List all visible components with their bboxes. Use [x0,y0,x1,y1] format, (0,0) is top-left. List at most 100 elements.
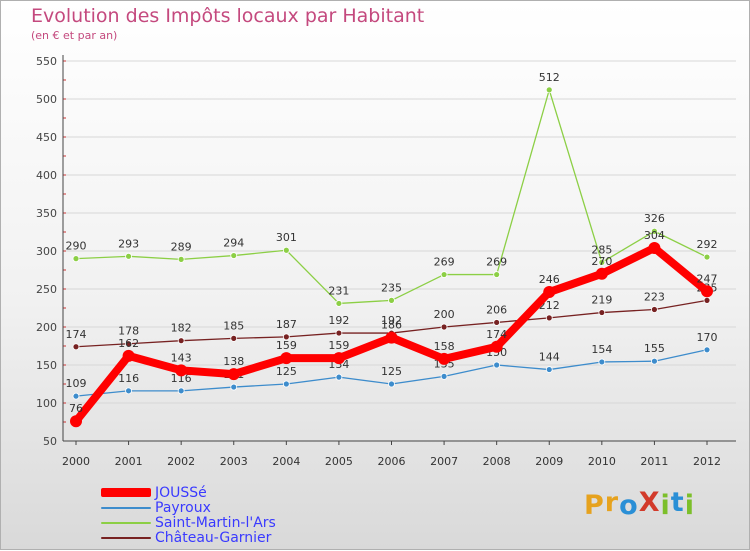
data-label-Saint-Martin-l'Ars-2004: 301 [276,231,297,244]
legend-item: JOUSSé [101,485,276,501]
proxiti-logo: ProXiti [584,487,695,521]
data-label-Saint-Martin-l'Ars-2000: 290 [66,240,87,253]
data-label-Payroux-2002: 116 [171,372,192,385]
data-point-Payroux-2008 [493,361,501,369]
data-label-Château-Garnier-2006: 192 [381,314,402,327]
data-label-Saint-Martin-l'Ars-2009: 512 [539,71,560,84]
legend-swatch [101,536,151,539]
data-point-JOUSSé-2005 [332,352,345,365]
data-label-Payroux-2010: 154 [591,343,612,356]
data-point-Château-Garnier-2009 [545,314,553,322]
y-tick-label-400: 400 [36,169,57,182]
data-point-Château-Garnier-2003 [230,334,238,342]
y-tick-label-150: 150 [36,359,57,372]
data-label-Château-Garnier-2011: 223 [644,291,665,304]
data-point-Payroux-2006 [388,380,395,388]
y-tick-label-450: 450 [36,131,57,144]
data-point-Saint-Martin-l'Ars-2005 [335,300,343,307]
y-tick-label-200: 200 [36,321,57,334]
data-label-JOUSSé-2008: 174 [486,328,507,341]
data-point-Château-Garnier-2000 [72,343,80,351]
x-tick-label-2000: 2000 [62,455,90,468]
data-label-Payroux-2000: 109 [66,377,87,390]
x-tick-label-2008: 2008 [483,455,511,468]
x-tick-label-2002: 2002 [167,455,195,468]
legend-label: Saint-Martin-l'Ars [155,514,276,531]
data-label-Château-Garnier-2010: 219 [591,294,612,307]
x-tick-label-2005: 2005 [325,455,353,468]
data-point-JOUSSé-2009 [543,286,556,299]
data-label-JOUSSé-2009: 246 [539,273,560,286]
data-point-Saint-Martin-l'Ars-2003 [230,252,238,259]
data-point-JOUSSé-2012 [701,285,713,298]
data-label-JOUSSé-2006: 186 [381,319,402,332]
legend-item: Château-Garnier [101,530,276,546]
data-point-Saint-Martin-l'Ars-2000 [72,255,80,263]
data-label-Saint-Martin-l'Ars-2001: 293 [118,237,139,250]
data-point-JOUSSé-2003 [227,368,240,381]
y-tick-label-50: 50 [43,435,57,448]
data-point-Château-Garnier-2005 [335,329,343,337]
data-label-Payroux-2006: 125 [381,365,402,378]
logo-letter: i [684,490,695,521]
y-tick-label-350: 350 [36,207,57,220]
y-tick-label-250: 250 [36,283,57,296]
data-point-Saint-Martin-l'Ars-2004 [282,246,290,254]
data-label-JOUSSé-2002: 143 [171,351,192,364]
data-label-Château-Garnier-2002: 182 [171,322,192,335]
data-point-Payroux-2001 [125,387,132,395]
data-label-JOUSSé-2007: 158 [434,340,455,353]
data-label-JOUSSé-2010: 270 [591,255,612,268]
data-label-Château-Garnier-2004: 187 [276,318,297,331]
data-point-JOUSSé-2000 [70,415,82,428]
y-tick-label-500: 500 [36,93,57,106]
data-point-Payroux-2005 [335,373,343,381]
data-label-Saint-Martin-l'Ars-2005: 231 [328,284,349,297]
data-point-Château-Garnier-2008 [493,319,501,326]
logo-letter: X [638,487,661,518]
data-point-JOUSSé-2007 [438,352,451,365]
data-label-Saint-Martin-l'Ars-2003: 294 [223,237,244,250]
data-label-JOUSSé-2011: 304 [644,229,665,242]
logo-letter: o [619,490,639,521]
x-tick-label-2011: 2011 [640,455,668,468]
data-label-Château-Garnier-2000: 174 [66,328,87,341]
data-point-Saint-Martin-l'Ars-2012 [703,253,711,261]
data-point-Château-Garnier-2011 [651,306,658,313]
legend-swatch [101,521,151,524]
x-tick-label-2010: 2010 [588,455,616,468]
data-point-JOUSSé-2002 [175,364,188,377]
x-tick-label-2007: 2007 [430,455,458,468]
data-point-JOUSSé-2008 [490,340,503,353]
data-point-Payroux-2010 [598,358,606,366]
data-label-Saint-Martin-l'Ars-2010: 285 [591,243,612,256]
legend-item: Payroux [101,500,276,516]
chart-legend: JOUSSé Payroux Saint-Martin-l'Ars Château-G… [101,485,276,546]
data-label-Château-Garnier-2008: 206 [486,303,507,316]
data-label-Château-Garnier-2001: 178 [118,325,139,338]
y-tick-label-300: 300 [36,245,57,258]
data-point-Saint-Martin-l'Ars-2011 [651,227,658,235]
logo-letter: t [670,487,685,518]
data-point-Payroux-2000 [72,392,80,400]
data-point-Saint-Martin-l'Ars-2006 [388,296,395,304]
data-point-Payroux-2007 [440,372,448,380]
data-point-Payroux-2009 [545,366,553,373]
data-label-Saint-Martin-l'Ars-2006: 235 [381,281,402,294]
data-label-Payroux-2004: 125 [276,365,297,378]
data-label-JOUSSé-2005: 159 [328,339,349,352]
chart-subtitle: (en € et par an) [31,29,118,42]
data-point-Payroux-2012 [703,346,711,354]
data-label-Château-Garnier-2007: 200 [434,308,455,321]
data-label-JOUSSé-2001: 162 [118,337,139,350]
data-point-JOUSSé-2010 [595,267,608,280]
data-label-Saint-Martin-l'Ars-2011: 326 [644,212,665,225]
data-point-JOUSSé-2006 [385,331,398,344]
data-point-Payroux-2004 [282,380,290,388]
data-label-Payroux-2001: 116 [118,372,139,385]
x-tick-label-2006: 2006 [378,455,406,468]
x-tick-label-2012: 2012 [693,455,721,468]
x-tick-label-2003: 2003 [220,455,248,468]
